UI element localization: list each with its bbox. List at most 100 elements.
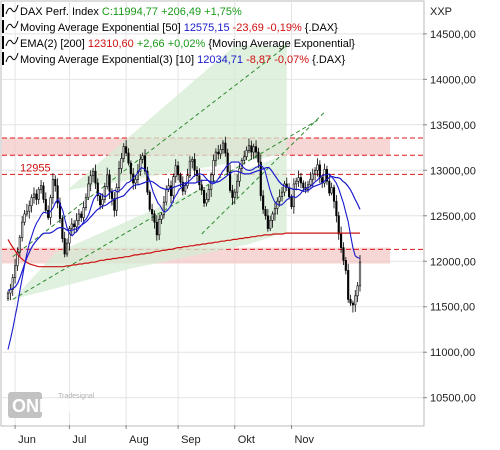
candle-body [233,191,236,198]
candle-body [349,299,352,304]
trend-channel [12,45,325,300]
legend-entry: Moving Average Exponential [50] 12575,15… [20,22,338,34]
candle-body [200,184,203,191]
candle-body [125,146,128,154]
candle-body [259,161,262,197]
legend-entry: EMA(2) [200] 12310,60 +2,66 +0,02% {Movi… [20,38,355,50]
x-tick-label: Nov [294,434,314,446]
y-tick-label: 13500,00 [430,120,476,132]
candle-body [44,199,47,211]
candle-body [87,183,90,198]
candle-body [155,221,158,236]
chart-legend: DAX Perf. Index C:11994,77 +206,49 +1,75… [2,4,355,66]
line-icon [5,52,19,63]
annotations: 12955 [20,162,51,174]
legend-marker [2,4,4,17]
x-tick-label: Sep [181,434,201,446]
candle-body [65,242,69,255]
candle-body [23,213,26,223]
ema10-line [7,161,361,350]
candle-body [49,197,52,218]
candle-body [283,183,286,193]
candle-body [158,219,161,236]
candle-body [120,158,123,169]
candle-body [11,277,14,290]
candle-body [198,175,201,186]
candle-body [285,183,288,188]
candle-body [290,196,293,207]
candle-body [16,251,19,267]
legend-text-part: -8,87 -0,07% [246,54,312,66]
candle-body [266,215,269,229]
candle-body [207,189,210,200]
candle-body [288,187,291,197]
candle-body [113,198,116,211]
ema200-line [7,232,360,268]
y-tick-label: 13000,00 [430,165,476,177]
ema50-line [7,167,361,291]
channel-line-upper [12,45,288,258]
candle-body [297,177,300,182]
candle-body [302,182,305,188]
y-axis: XXP 10500,00 11000,00 11500,00 12000,00 1250… [423,6,476,405]
candle-body [28,205,31,212]
candle-body [344,260,347,271]
candle-body [195,169,199,177]
legend-text-part: C:11994,77 [99,6,161,18]
candle-body [134,179,137,184]
candle-body [191,159,194,162]
moving-average-lines [7,161,361,350]
candle-body [205,199,208,204]
candle-body [84,197,88,208]
legend-text-part: Moving Average Exponential [50] [20,22,181,34]
candle-body [332,187,336,202]
candle-body [351,302,354,306]
legend-text-part: -23,69 -0,19% [233,22,305,34]
legend-text-part: 12310,60 [85,38,137,50]
legend-text-part: EMA(2) [200] [20,38,85,50]
candle-body [229,171,232,191]
candle-body [231,190,234,198]
candle-body [108,174,111,192]
candle-body [356,285,359,297]
candle-body [172,176,175,197]
candle-body [54,179,57,187]
candle-body [80,213,83,218]
candle-body [96,182,99,197]
candle-body [63,238,66,255]
candle-body [278,196,281,202]
svg-text:Tradesignal: Tradesignal [58,393,95,400]
candle-body [271,213,274,221]
y-tick-label: 10500,00 [430,393,476,405]
legend-text-part: 12034,71 [194,54,246,66]
candle-body [82,207,85,218]
candle-body [141,155,144,160]
candle-body [68,228,71,244]
candle-body [35,193,38,200]
candle-body [153,213,156,223]
candle-body [32,193,36,198]
legend-text-part: +2,66 +0,02% [137,38,209,50]
candle-body [236,180,239,193]
candle-body [219,149,222,155]
candle-body [264,209,267,217]
candle-body [254,146,258,153]
candle-body [247,145,251,151]
legend-marker [2,20,4,33]
candle-body [273,208,277,215]
channel-line-short [201,111,325,235]
svg-text:ONLINE: ONLINE [12,396,80,416]
candle-body [103,186,106,200]
candle-body [238,168,241,182]
candle-body [6,292,10,299]
x-tick-label: Aug [129,434,149,446]
candle-body [328,180,331,194]
watermark-logo: ONLINE Tradesignal [8,392,95,418]
candle-body [316,164,319,171]
channel-fill-upper [67,45,287,191]
y-tick-label: 12500,00 [430,211,476,223]
x-tick-label: Jul [72,434,86,446]
candle-body [342,247,345,261]
y-tick-label: 14000,00 [430,74,476,86]
